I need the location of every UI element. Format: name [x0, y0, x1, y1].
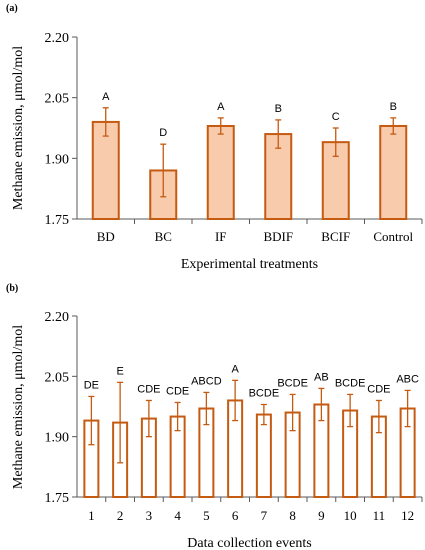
y-tick-label: 2.20 [45, 310, 70, 325]
y-tick-label: 2.05 [45, 92, 70, 107]
x-tick-label: 3 [146, 508, 153, 523]
significance-letter: A [231, 363, 239, 375]
x-tick-label: BD [97, 229, 115, 244]
x-tick-label: 8 [289, 508, 296, 523]
x-tick-label: 4 [174, 508, 181, 523]
y-tick-label: 1.75 [45, 491, 70, 506]
significance-letter: CDE [166, 385, 189, 397]
x-tick-label: BDIF [263, 229, 293, 244]
significance-letter: E [116, 365, 123, 377]
y-tick-label: 2.05 [45, 370, 70, 385]
x-axis-title: Experimental treatments [181, 257, 318, 272]
significance-letter: BCDE [277, 377, 308, 389]
significance-letter: B [275, 103, 282, 115]
chart-panel-a: (a) 1.75 1.90 2.05 2.20 Methane emission, μmo… [6, 3, 423, 272]
x-tick-label: 2 [117, 508, 124, 523]
significance-letter: A [217, 101, 225, 113]
significance-letter: B [390, 101, 397, 113]
significance-letter: DE [84, 379, 99, 391]
significance-letter: ABC [396, 373, 419, 385]
y-tick-label: 1.90 [45, 152, 70, 167]
x-tick-label: BC [155, 229, 172, 244]
x-tick-label: 12 [401, 508, 414, 523]
panel-label: (a) [6, 3, 18, 14]
significance-letter: C [332, 111, 340, 123]
significance-letter: D [159, 127, 167, 139]
x-tick-label: 5 [203, 508, 210, 523]
bar-7 [255, 413, 272, 498]
significance-letter: CDE [367, 383, 390, 395]
x-tick-label: 1 [88, 508, 95, 523]
y-axis-title: Methane emission, μmol/mol [11, 46, 26, 210]
x-tick-label: 11 [373, 508, 386, 523]
significance-letter: BCDE [335, 377, 366, 389]
y-tick-label: 2.20 [45, 31, 70, 46]
x-tick-label: 6 [232, 508, 239, 523]
bar-if [206, 124, 235, 220]
chart-panel-b: (b) 1.75 1.90 2.05 2.20 Methane emission, μmo… [6, 283, 423, 550]
y-tick-label: 1.90 [45, 431, 70, 446]
significance-letter: ABCD [191, 375, 222, 387]
significance-letter: CDE [137, 383, 160, 395]
x-tick-label: Control [373, 229, 413, 244]
x-axis-title: Data collection events [187, 536, 311, 550]
x-tick-label: 9 [318, 508, 325, 523]
bar-control [379, 124, 408, 220]
bar-bd [91, 120, 120, 220]
y-axis-title: Methane emission, μmol/mol [11, 325, 26, 489]
x-tick-label: 10 [344, 508, 357, 523]
significance-letter: AB [314, 371, 329, 383]
x-tick-label: 7 [261, 508, 268, 523]
y-tick-label: 1.75 [45, 213, 70, 228]
panel-label: (b) [6, 283, 18, 294]
significance-letter: BCDE [249, 387, 280, 399]
significance-letter: A [102, 91, 110, 103]
x-tick-label: IF [215, 229, 227, 244]
x-tick-label: BCIF [321, 229, 350, 244]
